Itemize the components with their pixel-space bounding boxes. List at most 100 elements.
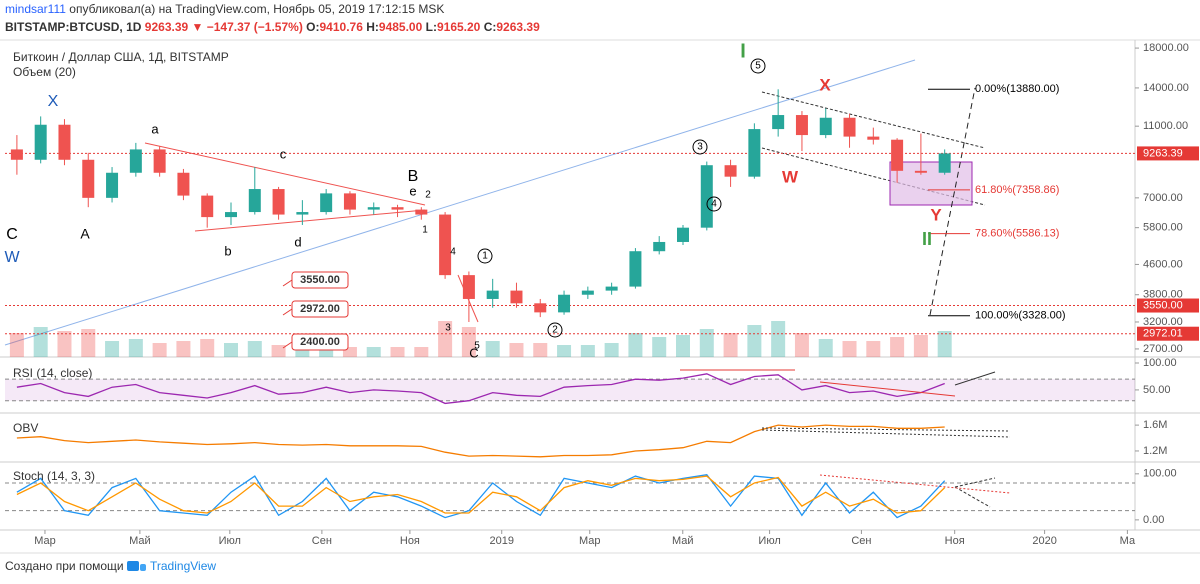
divergence-line <box>819 381 956 397</box>
volume-bar <box>890 337 905 357</box>
wave-circle <box>477 248 493 264</box>
callout-pointer <box>282 308 293 316</box>
candle-body <box>225 212 237 218</box>
candle-body <box>867 136 880 140</box>
volume-bar <box>224 343 238 357</box>
volume-bar <box>652 337 667 357</box>
volume-bar <box>461 327 476 357</box>
callout-pointer <box>282 341 293 349</box>
arrow <box>954 486 991 508</box>
candle-body <box>843 117 856 137</box>
fib-label: 61.80%(7358.86) <box>975 184 1059 196</box>
candle-body <box>510 290 523 304</box>
ohlc-value: 9485.00 <box>379 20 423 34</box>
candle-body <box>248 189 261 213</box>
volume-bar <box>271 345 286 357</box>
candle-body <box>772 115 785 130</box>
publisher[interactable]: mindsar111 <box>5 2 66 16</box>
y-tick-label: 100.00 <box>1143 468 1177 480</box>
pane-title: OBV <box>13 421 38 435</box>
wave-label: 3 <box>697 142 703 153</box>
candle-body <box>367 207 380 210</box>
candle-body <box>558 294 571 313</box>
y-tick-label: 7000.00 <box>1143 192 1183 204</box>
candle-body <box>415 209 428 215</box>
wave-label: A <box>80 226 90 242</box>
y-tick-label: 4600.00 <box>1143 258 1183 270</box>
price-label-box <box>1137 298 1199 313</box>
volume-bar <box>747 325 762 357</box>
candle-body <box>177 172 190 196</box>
volume-bar <box>557 345 572 357</box>
x-tick-label: Ма <box>1120 535 1136 547</box>
price-label-box <box>1137 146 1199 161</box>
pane-title: Stoch (14, 3, 3) <box>13 469 95 483</box>
ohlc-key: L: <box>426 20 437 34</box>
fib-label: 78.60%(5586.13) <box>975 228 1059 240</box>
wave-label: W <box>782 167 799 186</box>
header-line: mindsar111 опубликовал(а) на TradingView… <box>5 2 444 16</box>
volume-label: Объем (20) <box>13 65 76 79</box>
candle-body <box>819 117 832 136</box>
fib-label: 0.00%(13880.00) <box>975 83 1059 95</box>
obv-line <box>761 429 1011 438</box>
candle-body <box>462 275 475 299</box>
wave-label: B <box>408 168 419 185</box>
candle-body <box>201 195 214 218</box>
wave-label: 5 <box>755 61 761 72</box>
wave-label: 3 <box>445 323 451 334</box>
wave-label: C <box>6 226 18 243</box>
y-tick-label: 14000.00 <box>1143 82 1189 94</box>
candle-body <box>296 212 309 215</box>
volume-bar <box>414 347 429 357</box>
volume-bar <box>580 345 595 357</box>
obv-line <box>761 427 1011 432</box>
footer-brand[interactable]: TradingView <box>150 559 216 573</box>
ohlc-key: C: <box>484 20 497 34</box>
x-tick-label: Мар <box>34 535 56 547</box>
ohlc-value: 9263.39 <box>496 20 540 34</box>
ohlc-value: 9410.76 <box>320 20 364 34</box>
x-tick-label: Май <box>129 535 151 547</box>
volume-bar <box>866 341 881 357</box>
indicator-line <box>16 473 946 519</box>
projection-line <box>929 87 976 316</box>
wave-label: 4 <box>711 199 717 210</box>
channel-line <box>761 91 986 149</box>
y-tick-label: 2700.00 <box>1143 343 1183 355</box>
wave-label: 1 <box>422 225 428 236</box>
band-fill <box>5 379 1135 401</box>
wave-circle <box>750 58 766 74</box>
candle-body <box>486 290 499 299</box>
y-tick-label: 18000.00 <box>1143 42 1189 54</box>
wave-label: 4 <box>450 247 456 258</box>
volume-bar <box>176 341 191 357</box>
wave-label: Y <box>930 205 942 224</box>
candle-body <box>653 241 666 252</box>
callout-box <box>291 271 349 289</box>
volume-bar <box>937 331 952 357</box>
y-tick-label: 1.6M <box>1143 419 1167 431</box>
y-tick-label: 100.00 <box>1143 357 1177 369</box>
ohlc-key: H: <box>366 20 379 34</box>
volume-bar <box>33 327 48 357</box>
candle-body <box>439 214 452 276</box>
wave-label: b <box>224 243 231 258</box>
candle-body <box>677 227 689 242</box>
wave-circle <box>547 322 563 338</box>
volume-bar <box>699 329 714 357</box>
candle-body <box>629 251 642 287</box>
footer-text: Создано при помощи <box>5 559 124 573</box>
x-tick-label: Мар <box>579 535 601 547</box>
wave-label: c <box>280 146 287 161</box>
wave-label: II <box>922 229 932 249</box>
volume-bar <box>794 333 809 357</box>
wave-label: X <box>819 75 831 94</box>
candle-body <box>34 124 47 160</box>
callout-pointer <box>282 279 293 287</box>
candle-body <box>891 139 904 171</box>
volume-bar <box>81 329 96 357</box>
x-tick-label: Май <box>672 535 694 547</box>
callout-label: 3550.00 <box>300 274 340 286</box>
candle-body <box>10 149 23 160</box>
